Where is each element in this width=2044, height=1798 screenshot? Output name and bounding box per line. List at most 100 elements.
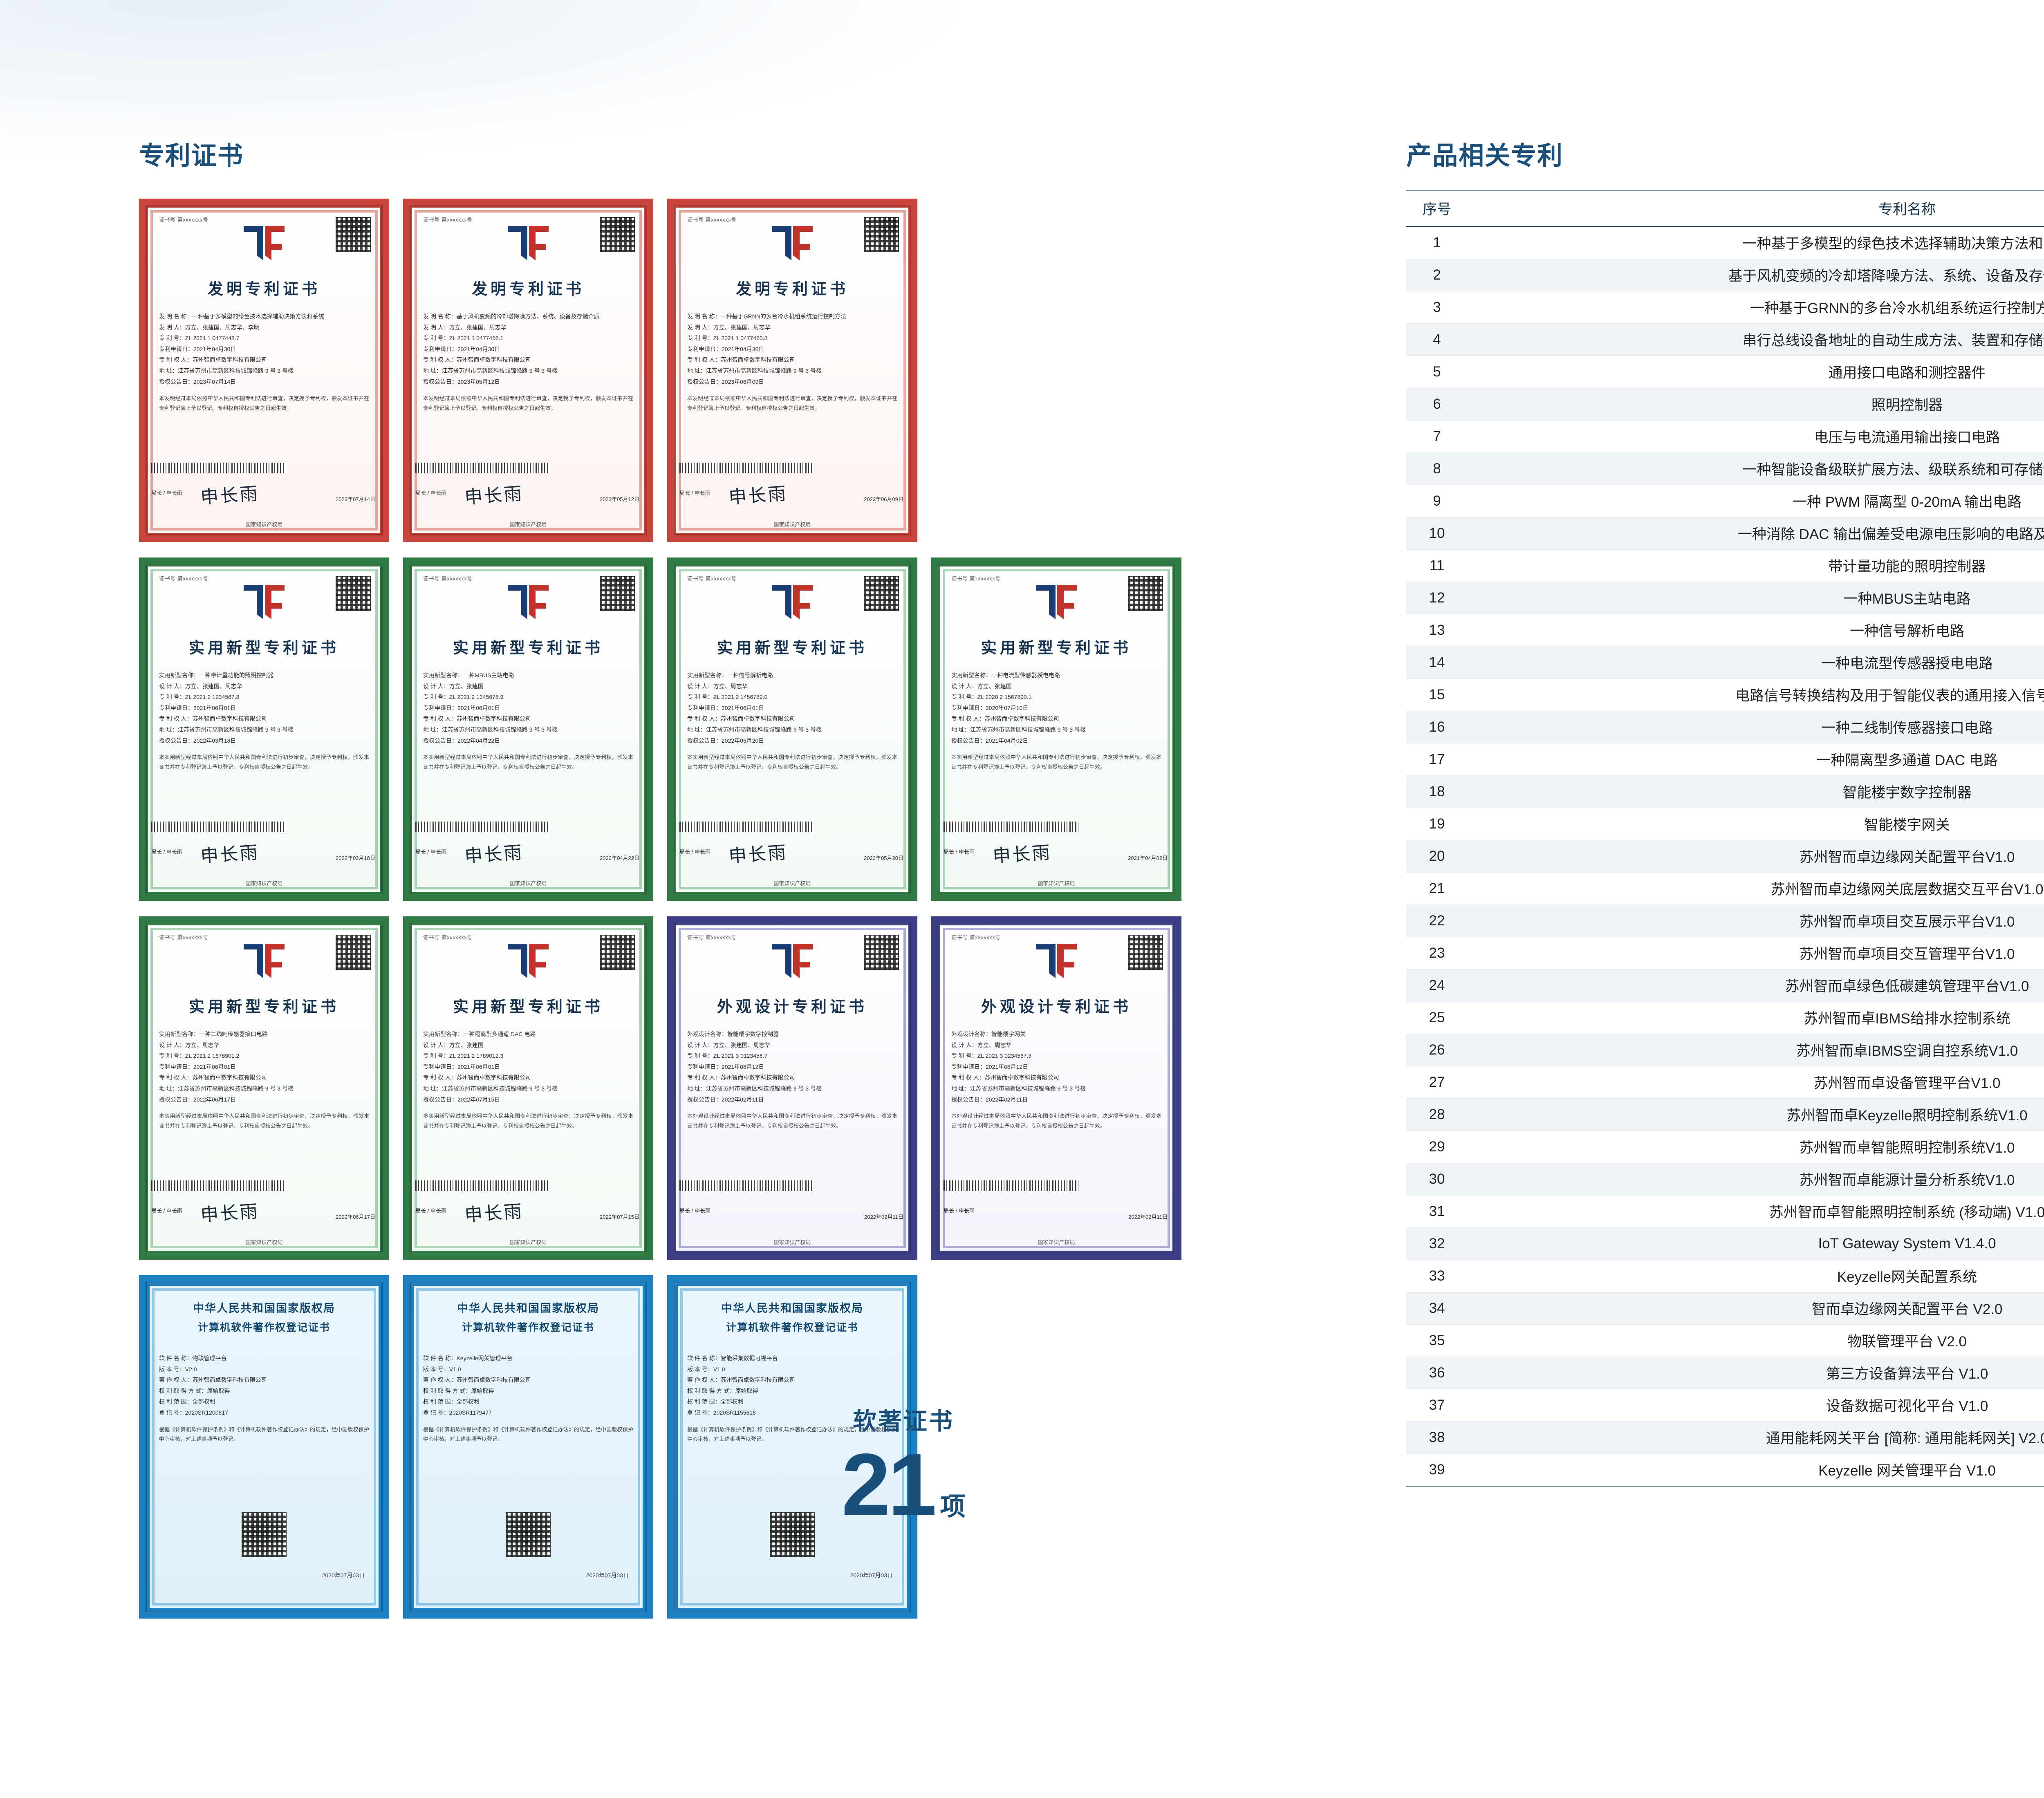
certificate-statement: 本实用新型经过本局依照中华人民共和国专利法进行初步审查，决定授予专利权，颁发本证… <box>951 754 1161 770</box>
cell-patent-name: 一种MBUS主站电路 <box>1468 582 2044 614</box>
certificate-signature-label: 局长 / 申长雨 <box>415 490 446 497</box>
certificate-field: 专 利 号：ZL 2021 1 0477456.1 <box>423 335 504 342</box>
cell-patent-name: Keyzelle 网关管理平台 V1.0 <box>1468 1453 2044 1487</box>
certificate-signature-label: 局长 / 申长雨 <box>151 849 182 855</box>
certificate-date: 2020年07月03日 <box>322 1572 365 1579</box>
certificate-statement: 本实用新型经过本局依照中华人民共和国专利法进行初步审查，决定授予专利权，颁发本证… <box>159 754 369 770</box>
cell-no: 9 <box>1406 485 1468 517</box>
table-row: 33Keyzelle网关配置系统软著 <box>1406 1260 2044 1292</box>
cell-no: 17 <box>1406 743 1468 776</box>
certificate-card[interactable]: 中华人民共和国国家版权局 计算机软件著作权登记证书软 件 名 称：物联管理平台版 … <box>139 1275 389 1619</box>
certificate-field: 实用新型名称：一种隔离型多通道 DAC 电路 <box>423 1031 536 1037</box>
certificate-field: 专 利 权 人：苏州智而卓数字科技有限公司 <box>423 715 531 722</box>
certificate-date: 2022年03月18日 <box>336 855 375 861</box>
cell-patent-name: 苏州智而卓Keyzelle照明控制系统V1.0 <box>1468 1098 2044 1131</box>
cell-patent-name: 一种基于多模型的绿色技术选择辅助决策方法和系统 <box>1468 226 2044 259</box>
certificate-field: 专 利 号：ZL 2021 2 1678901.2 <box>159 1052 240 1059</box>
barcode-icon <box>415 1180 550 1191</box>
cell-no: 23 <box>1406 937 1468 970</box>
certificate-card[interactable]: 证书号 第xxxxxxx号 实用新型专利证书 实用新型名称：一种隔离型多通道 DAC… <box>403 916 653 1260</box>
certificate-inner: 中华人民共和国国家版权局 计算机软件著作权登记证书软 件 名 称：Keyzelle… <box>410 1282 647 1612</box>
cell-no: 21 <box>1406 872 1468 905</box>
certificate-serial: 证书号 第xxxxxxx号 <box>423 217 473 223</box>
barcode-icon <box>944 1180 1078 1191</box>
certificate-date: 2022年05月20日 <box>864 855 903 861</box>
certificate-field: 设 计 人：方立、张建国、周志华 <box>687 1041 771 1048</box>
barcode-icon <box>679 463 814 473</box>
certificate-card[interactable]: 中华人民共和国国家版权局 计算机软件著作权登记证书软 件 名 称：Keyzelle… <box>403 1275 653 1619</box>
certificate-date: 2020年07月03日 <box>850 1572 893 1579</box>
certificate-issuer: 国家知识产权局 <box>509 880 547 887</box>
certificate-field: 软 件 名 称：智能采集数据可视平台 <box>687 1355 778 1361</box>
left-column: 专利证书 证书号 第xxxxxxx号 发明专利证书发 明 名 称：一种基于多模型的… <box>139 135 1251 1634</box>
page-title-patent-certificates: 专利证书 <box>139 142 244 170</box>
certificate-field: 权 利 取 得 方 式：原始取得 <box>159 1387 230 1394</box>
certificate-field: 专利申请日：2021年04月30日 <box>423 345 500 352</box>
certificate-signature: 申长雨 <box>728 484 788 508</box>
certificate-field: 权 利 范 围：全部权利 <box>687 1398 744 1405</box>
certificate-signature-label: 局长 / 申长雨 <box>679 490 710 497</box>
cell-patent-name: 电路信号转换结构及用于智能仪表的通用接入信号电路 <box>1468 678 2044 711</box>
certificate-card[interactable]: 证书号 第xxxxxxx号 实用新型专利证书 实用新型名称：一种MBUS主站电路设 … <box>403 558 653 901</box>
cell-no: 27 <box>1406 1066 1468 1099</box>
certificate-fields: 发 明 名 称：基于风机变频的冷却塔降噪方法、系统、设备及存储介质发 明 人：方… <box>423 311 633 387</box>
cell-no: 25 <box>1406 1001 1468 1034</box>
certificate-field: 专利申请日：2021年04月30日 <box>159 345 236 352</box>
certificate-field: 登 记 号：2020SR1200817 <box>159 1409 228 1416</box>
certificate-card[interactable]: 证书号 第xxxxxxx号 实用新型专利证书 实用新型名称：一种信号解析电路设 计 … <box>667 558 917 901</box>
certificate-field: 专 利 权 人：苏州智而卓数字科技有限公司 <box>159 715 267 722</box>
certificate-issuer: 国家知识产权局 <box>245 1239 283 1245</box>
certificate-field: 设 计 人：方立、张建国、周志华 <box>159 683 242 690</box>
certificate-card[interactable]: 证书号 第xxxxxxx号 外观设计专利证书 外观设计名称：智能楼宇网关设 计 人：… <box>931 916 1181 1260</box>
certificate-card[interactable]: 证书号 第xxxxxxx号 发明专利证书发 明 名 称：一种基于GRNN的多台冷水… <box>667 199 917 542</box>
certificate-inner: 证书号 第xxxxxxx号 实用新型专利证书 实用新型名称：一种隔离型多通道 DAC… <box>410 923 647 1253</box>
patent-emblem-icon <box>240 582 289 622</box>
certificate-card[interactable]: 证书号 第xxxxxxx号 外观设计专利证书 外观设计名称：智能楼宇数字控制器设 计… <box>667 916 917 1260</box>
cell-no: 29 <box>1406 1131 1468 1163</box>
cell-patent-name: 苏州智而卓智能照明控制系统 (移动端) V1.0 <box>1468 1195 2044 1228</box>
cell-no: 36 <box>1406 1357 1468 1389</box>
certificate-field: 授权公告日：2021年04月02日 <box>951 737 1029 744</box>
certificate-heading: 实用新型专利证书 <box>717 640 867 657</box>
certificate-card[interactable]: 证书号 第xxxxxxx号 实用新型专利证书 实用新型名称：一种带计量功能的照明控制… <box>139 558 389 901</box>
certificate-card[interactable]: 证书号 第xxxxxxx号 发明专利证书发 明 名 称：基于风机变频的冷却塔降噪方… <box>403 199 653 542</box>
certificate-field: 授权公告日：2022年04月22日 <box>423 737 500 744</box>
certificate-signature: 申长雨 <box>199 484 260 508</box>
certificate-heading: 发明专利证书 <box>735 281 849 298</box>
barcode-icon <box>415 463 550 473</box>
column-header-name: 专利名称 <box>1468 190 2044 227</box>
certificate-statement: 本外观设计经过本局依照中华人民共和国专利法进行初步审查，决定授予专利权，颁发本证… <box>687 1113 897 1129</box>
table-row: 6照明控制器发明 <box>1406 388 2044 421</box>
certificate-inner: 证书号 第xxxxxxx号 发明专利证书发 明 名 称：一种基于多模型的绿色技术选… <box>146 205 383 535</box>
certificate-field: 地 址：江苏省苏州市高新区科技城锦峰路 9 号 3 号楼 <box>687 1085 822 1092</box>
certificate-field: 实用新型名称：一种MBUS主站电路 <box>423 672 514 678</box>
certificate-statement: 根据《计算机软件保护条例》和《计算机软件著作权登记办法》的规定，经中国版权保护中… <box>687 1426 897 1442</box>
patent-emblem-icon <box>768 224 817 263</box>
certificate-field: 登 记 号：2020SR1155618 <box>687 1409 756 1416</box>
certificate-card[interactable]: 证书号 第xxxxxxx号 发明专利证书发 明 名 称：一种基于多模型的绿色技术选… <box>139 199 389 542</box>
cell-no: 33 <box>1406 1260 1468 1292</box>
certificate-field: 外观设计名称：智能楼宇网关 <box>951 1031 1026 1037</box>
cell-patent-name: 苏州智而卓绿色低碳建筑管理平台V1.0 <box>1468 969 2044 1002</box>
certificate-card[interactable]: 证书号 第xxxxxxx号 实用新型专利证书 实用新型名称：一种电流型传感器授电电路… <box>931 558 1181 901</box>
cell-no: 24 <box>1406 969 1468 1002</box>
cell-no: 37 <box>1406 1389 1468 1422</box>
certificate-signature: 申长雨 <box>728 842 788 867</box>
certificate-field: 软 件 名 称：物联管理平台 <box>159 1355 227 1361</box>
certificate-statement: 本发明经过本局依照中华人民共和国专利法进行审查，决定授予专利权，颁发本证书并在专… <box>159 395 369 411</box>
patent-emblem-icon <box>768 582 817 622</box>
certificate-signature: 申长雨 <box>199 842 260 867</box>
certificate-field: 专 利 权 人：苏州智而卓数字科技有限公司 <box>423 356 531 363</box>
cell-patent-name: 苏州智而卓能源计量分析系统V1.0 <box>1468 1163 2044 1196</box>
certificate-field: 著 作 权 人：苏州智而卓数字科技有限公司 <box>423 1377 531 1384</box>
certificate-serial: 证书号 第xxxxxxx号 <box>159 217 208 223</box>
certificate-card[interactable]: 证书号 第xxxxxxx号 实用新型专利证书 实用新型名称：一种二线制传感器接口电路… <box>139 916 389 1260</box>
